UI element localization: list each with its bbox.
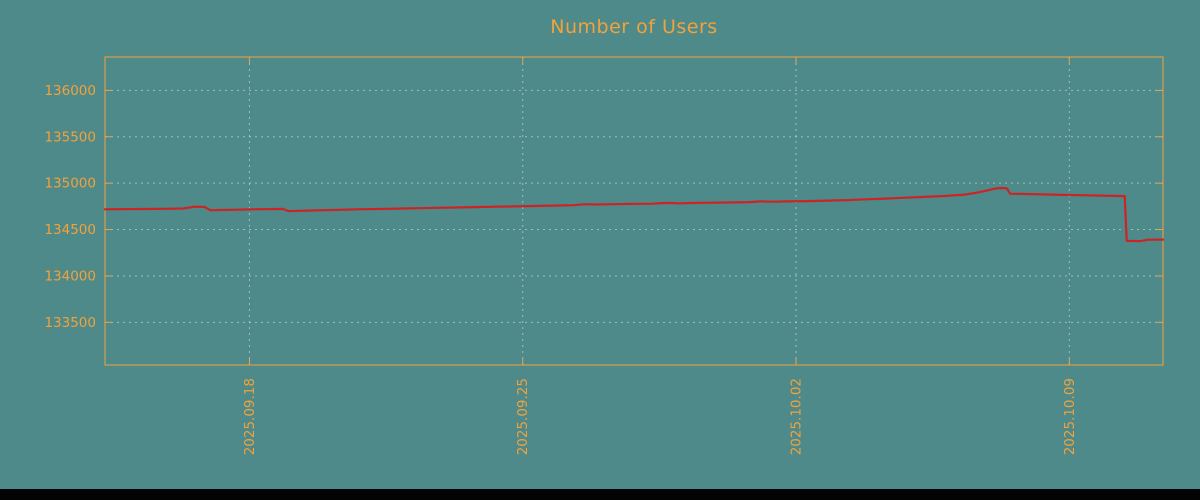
plot-border bbox=[104, 56, 1164, 366]
y-tick-label: 135500 bbox=[44, 129, 96, 145]
y-tick-label: 135000 bbox=[44, 176, 96, 192]
y-tick-label: 133500 bbox=[44, 315, 96, 331]
line-chart: 133500 134000 134500 135000 135500 136000 2025… bbox=[44, 56, 1165, 455]
bottom-bar bbox=[0, 489, 1200, 500]
x-tick-label: 2025.09.18 bbox=[242, 378, 258, 455]
users-series-line bbox=[103, 186, 1165, 243]
y-tick-label: 136000 bbox=[44, 83, 96, 99]
chart-title: Number of Users bbox=[550, 16, 718, 38]
x-tick-label: 2025.10.02 bbox=[789, 378, 805, 455]
x-tick-label: 2025.10.09 bbox=[1062, 378, 1078, 455]
x-tick-label: 2025.09.25 bbox=[515, 378, 531, 455]
y-tick-label: 134500 bbox=[44, 222, 96, 238]
y-tick-label: 134000 bbox=[44, 268, 96, 284]
